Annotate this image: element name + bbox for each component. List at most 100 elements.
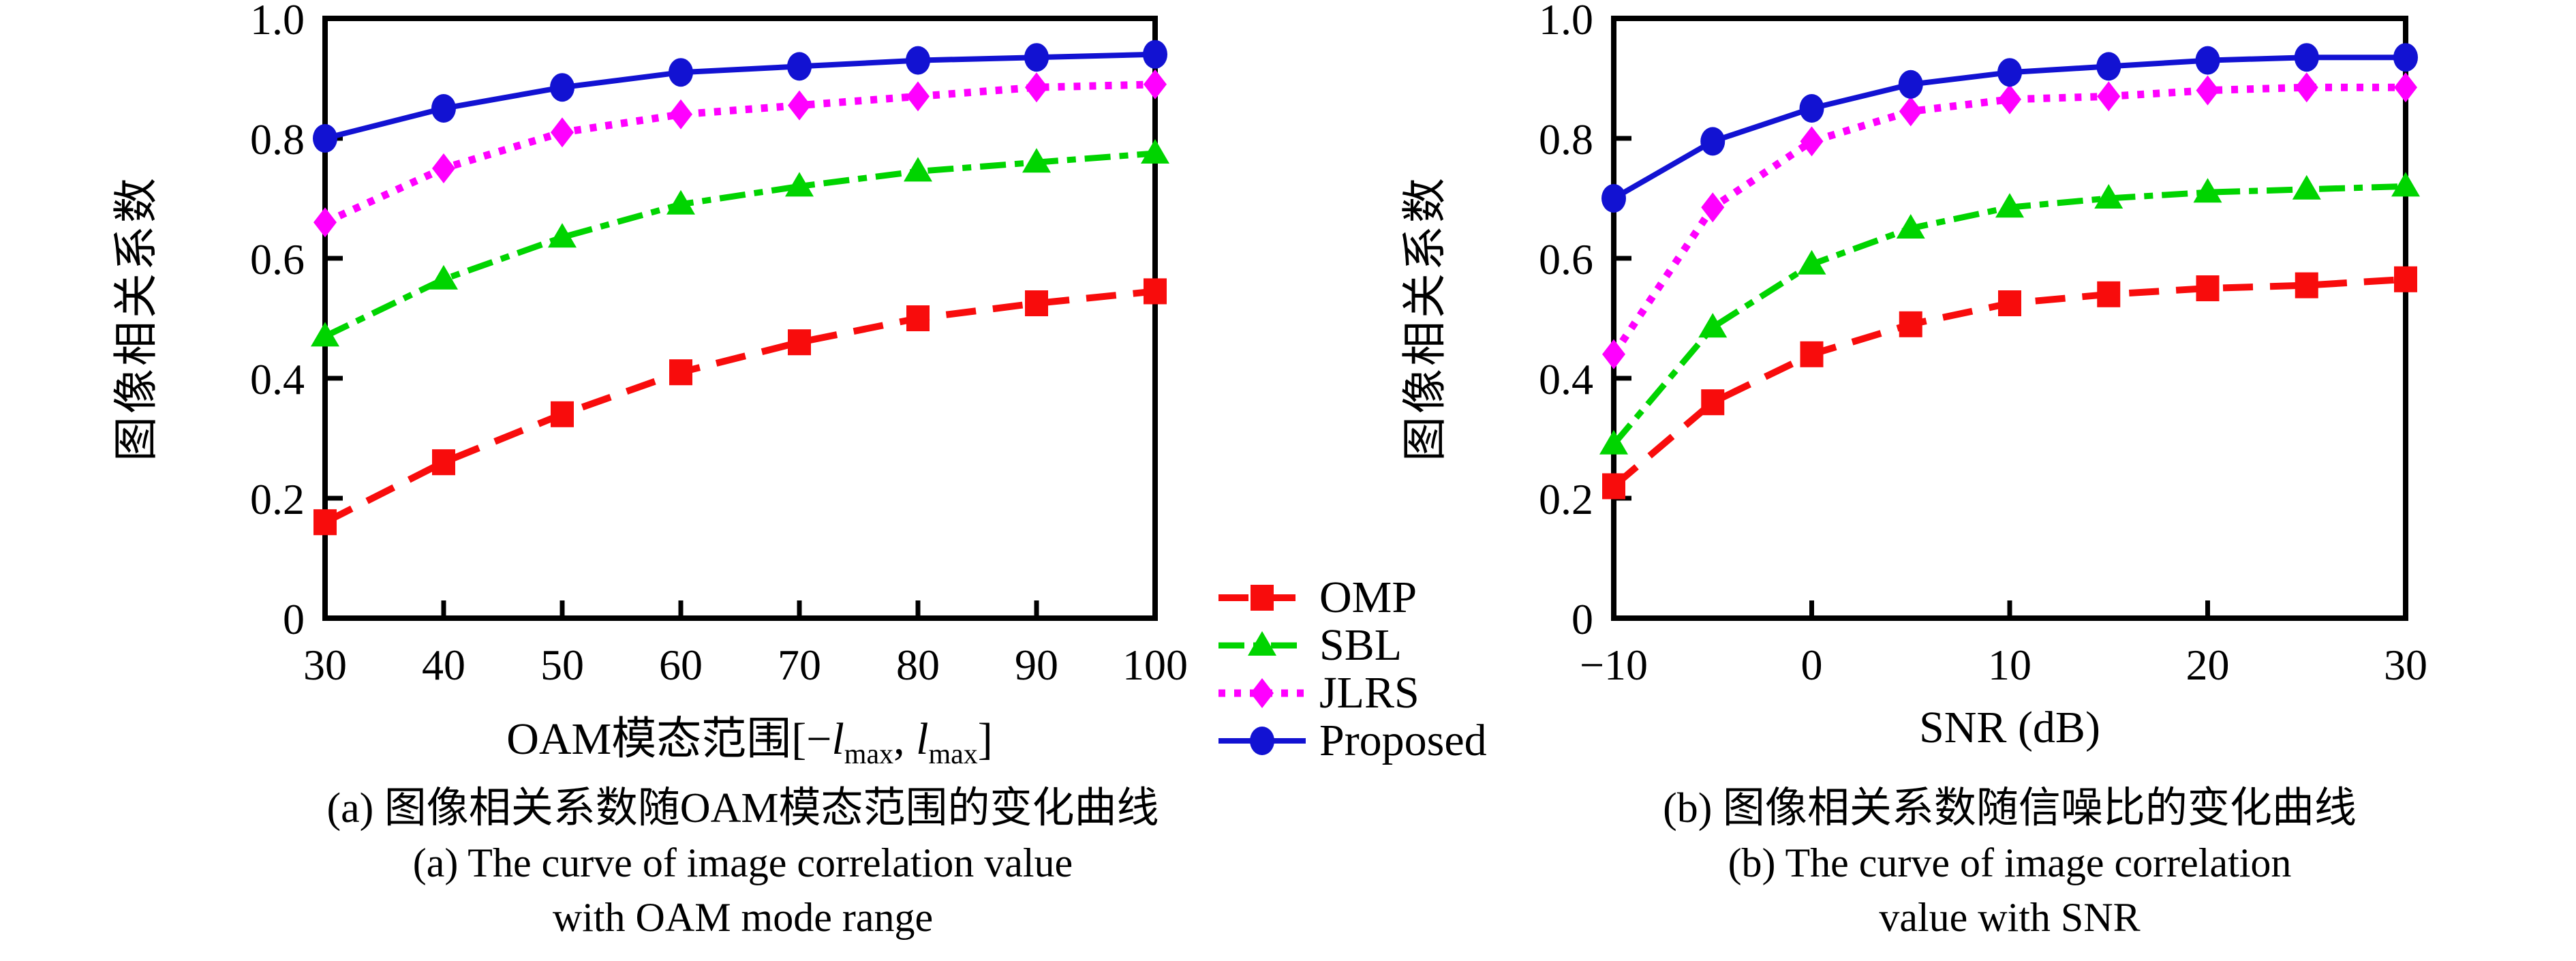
snr-jlrs-marker [1800, 126, 1824, 157]
snr-x-tick-label: 20 [2186, 641, 2230, 688]
snr-omp-marker [1701, 389, 1725, 416]
oam-range-omp-marker [669, 359, 692, 386]
oam-range-sbl-marker [548, 223, 577, 248]
snr-jlrs-marker [1899, 96, 1922, 127]
snr-sbl-marker [2193, 178, 2222, 203]
oam-range-sbl-marker [666, 189, 695, 215]
oam-range-omp-marker [1144, 278, 1167, 305]
snr-proposed-marker [1601, 184, 1626, 213]
oam-range-jlrs-marker [1025, 72, 1048, 103]
oam-range-jlrs-marker [788, 90, 811, 121]
legend-label-sbl: SBL [1319, 620, 1402, 670]
oam-range-jlrs-line [323, 80, 1156, 226]
oam-range-proposed-marker [1024, 43, 1049, 72]
snr-sbl-markers [1599, 172, 2420, 455]
snr-y-tick-label: 0.6 [1539, 235, 1593, 284]
snr-omp-marker [1998, 290, 2021, 316]
oam-range-proposed-marker [550, 73, 574, 102]
snr-y-tick-label: 1.0 [1539, 0, 1593, 44]
oam-range-proposed-marker [906, 46, 930, 75]
oam-range-omp-marker [551, 401, 574, 427]
snr-omp-markers [1602, 266, 2417, 500]
oam-range-jlrs-marker [432, 153, 455, 183]
oam-range-y-tick-label: 0.6 [250, 235, 305, 284]
left-caption-en-2: with OAM mode range [552, 895, 934, 940]
right-caption-zh: (b) 图像相关系数随信噪比的变化曲线 [1663, 785, 2357, 832]
snr-x-tick-label: 0 [1801, 641, 1823, 688]
legend-item-omp: OMP [1217, 574, 1487, 622]
x-axis-label-segment: ] [977, 714, 993, 764]
oam-range-x-tick-label: 80 [896, 641, 940, 688]
snr-x-tick-label: −10 [1580, 641, 1648, 688]
snr-proposed-marker [1700, 127, 1726, 156]
sbl-line-sample-icon [1218, 631, 1306, 656]
oam-range-proposed-marker [431, 94, 456, 123]
x-axis-label-segment: l [831, 714, 844, 764]
legend-item-jlrs: JLRS [1217, 669, 1487, 717]
oam-range-jlrs-markers [313, 69, 1167, 238]
oam-range-sbl-marker [311, 322, 339, 347]
snr-y-tick-label: 0.4 [1539, 355, 1593, 403]
oam-range-omp-line [323, 288, 1156, 525]
oam-range-x-tick-label: 40 [422, 641, 465, 688]
left-caption-zh: (a) 图像相关系数随OAM模态范围的变化曲线 [326, 785, 1159, 832]
oam-range-y-tick-label: 1.0 [250, 0, 305, 44]
snr-proposed-marker [1997, 58, 2022, 87]
legend: OMP SBL JLRS Proposed [1217, 574, 1487, 765]
snr-y-tick-label: 0.2 [1539, 475, 1593, 523]
snr-jlrs-marker [1701, 192, 1725, 223]
legend-label-proposed: Proposed [1319, 716, 1487, 765]
oam-range-omp-marker [906, 305, 930, 331]
oam-range-sbl-marker [904, 157, 932, 182]
snr-omp-marker [1899, 311, 1922, 337]
oam-range-proposed-marker [787, 52, 812, 81]
oam-range-proposed-marker [1143, 40, 1167, 69]
oam-range-omp-marker [788, 329, 811, 356]
oam-range-sbl-marker [1022, 148, 1051, 173]
right-caption-en-2: value with SNR [1879, 895, 2141, 940]
x-axis-label-segment: max [844, 739, 894, 771]
snr-plot-border [1611, 16, 2408, 621]
oam-range-jlrs-marker [906, 81, 930, 112]
snr-y-tick-label: 0.8 [1539, 115, 1593, 164]
omp-line-sample-icon [1218, 585, 1306, 611]
left-caption-en-1: (a) The curve of image correlation value [412, 840, 1073, 885]
snr-jlrs-marker [2097, 81, 2121, 112]
snr-jlrs-marker [1998, 84, 2021, 115]
oam-range-sbl-markers [311, 139, 1169, 347]
snr-proposed-markers [1601, 43, 2418, 213]
oam-range-proposed-marker [313, 124, 337, 153]
snr-jlrs-marker [2295, 72, 2318, 103]
snr-x-tick-label: 30 [2384, 641, 2427, 688]
oam-range-x-tick-label: 60 [659, 641, 703, 688]
snr-sbl-marker [1698, 313, 1728, 338]
snr-proposed-marker [1898, 70, 1923, 99]
oam-range-x-tick-label: 50 [540, 641, 584, 688]
snr-y-tick-label: 0 [1571, 595, 1593, 643]
snr-proposed-marker [2294, 43, 2319, 72]
x-axis-label-segment: , [893, 714, 917, 764]
snr-y-axis-label: 图像相关系数 [1400, 175, 1450, 461]
oam-range-y-tick-label: 0.8 [250, 115, 305, 164]
x-axis-label-segment: OAM模态范围[− [506, 714, 832, 764]
oam-range-ticks: 30 40 50 60 70 80 90 100 0 0.2 0.4 0.6 0.8 1.0 [250, 0, 1188, 688]
snr-sbl-marker [1797, 249, 1826, 275]
snr-omp-marker [2196, 275, 2220, 301]
oam-range-omp-markers [313, 278, 1167, 536]
left-x-axis-label: OAM模态范围[−lmax, lmax] [239, 702, 1261, 771]
oam-range-y-tick-label: 0.4 [250, 355, 305, 403]
oam-range-jlrs-marker [313, 207, 337, 238]
legend-item-sbl: SBL [1217, 622, 1487, 669]
legend-label-omp: OMP [1319, 573, 1417, 622]
oam-range-sbl-line [324, 150, 1156, 339]
snr-proposed-marker [1799, 94, 1824, 123]
oam-range-plot-border [322, 16, 1158, 621]
snr-proposed-marker [2195, 46, 2220, 75]
oam-range-y-axis-label: 图像相关系数 [112, 175, 162, 461]
legend-sample-marker [1251, 678, 1274, 708]
right-caption-en-1: (b) The curve of image correlation [1728, 840, 2292, 885]
oam-range-sbl-marker [785, 172, 814, 197]
x-axis-label-segment: SNR (dB) [1919, 703, 2100, 752]
oam-range-sbl-marker [1141, 139, 1169, 164]
